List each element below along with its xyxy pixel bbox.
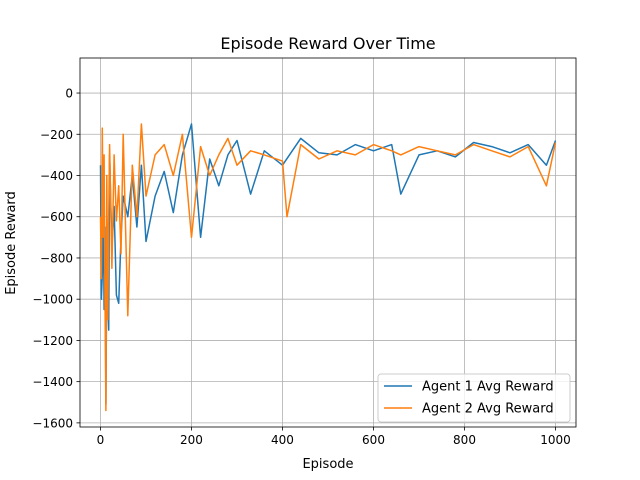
axis-ticks: 0 200 400 600 800 1000 −1600 −1400 −1200 −1000 −80… xyxy=(32,87,570,447)
x-tick-label: 600 xyxy=(362,433,385,447)
grid xyxy=(80,58,576,427)
x-tick-label: 1000 xyxy=(540,433,571,447)
legend-label-agent-2: Agent 2 Avg Reward xyxy=(422,402,554,417)
y-tick-label: −1400 xyxy=(32,375,73,389)
y-tick-label: −1000 xyxy=(32,293,73,307)
series-line-agent-2 xyxy=(99,123,557,412)
x-tick-label: 800 xyxy=(453,433,476,447)
y-tick-label: −600 xyxy=(40,210,73,224)
legend: Agent 1 Avg Reward Agent 2 Avg Reward xyxy=(377,373,571,423)
y-tick-label: −1200 xyxy=(32,334,73,348)
y-axis-label: Episode Reward xyxy=(4,191,19,295)
legend-label-agent-1: Agent 1 Avg Reward xyxy=(422,380,554,395)
x-tick-label: 400 xyxy=(271,433,294,447)
y-tick-label: 0 xyxy=(65,87,73,101)
y-tick-label: −400 xyxy=(40,169,73,183)
chart-title: Episode Reward Over Time xyxy=(220,34,435,53)
x-axis-label: Episode xyxy=(302,457,353,472)
plot-area xyxy=(80,58,576,427)
x-tick-label: 200 xyxy=(180,433,203,447)
y-tick-label: −200 xyxy=(40,128,73,142)
y-tick-label: −800 xyxy=(40,251,73,265)
legend-box xyxy=(377,373,571,423)
y-tick-label: −1600 xyxy=(32,416,73,430)
x-tick-label: 0 xyxy=(97,433,105,447)
series-lines xyxy=(99,123,557,412)
axes-frame xyxy=(79,57,577,428)
